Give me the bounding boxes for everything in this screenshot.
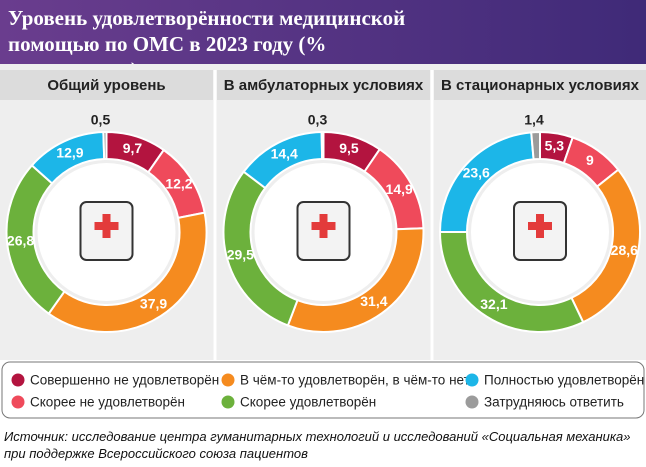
value-label: 9,7 xyxy=(123,140,143,156)
legend-label: Скорее не удовлетворён xyxy=(30,395,185,410)
panel-title: В амбулаторных условиях xyxy=(224,77,424,94)
legend-swatch xyxy=(11,373,25,387)
legend-box xyxy=(1,361,645,419)
value-label: 29,5 xyxy=(227,247,254,263)
value-label: 31,4 xyxy=(360,293,387,309)
value-label: 37,9 xyxy=(140,295,167,311)
legend-label: Затрудняюсь ответить xyxy=(484,395,624,410)
legend-swatch xyxy=(221,373,235,387)
charts: Общий уровень 9,7 12,2 37,9 26,8 12,9 0,5 В амб… xyxy=(0,64,646,419)
panel-header xyxy=(434,70,646,100)
value-label: 12,9 xyxy=(56,144,83,160)
legend-swatch xyxy=(465,395,479,409)
icon-cross xyxy=(311,222,336,230)
value-label: 12,2 xyxy=(165,175,192,191)
legend-swatch xyxy=(11,395,25,409)
value-label: 23,6 xyxy=(463,164,490,180)
value-label: 26,8 xyxy=(7,232,34,248)
panel-title: В стационарных условиях xyxy=(441,77,640,94)
title-band: Уровень удовлетворённости медицинской по… xyxy=(0,0,646,82)
legend-label: В чём-то удовлетворён, в чём-то нет xyxy=(240,373,470,388)
chart-title: Уровень удовлетворённости медицинской по… xyxy=(8,6,406,82)
panel-title: Общий уровень xyxy=(47,77,165,94)
value-label: 32,1 xyxy=(480,296,507,312)
value-label: 0,5 xyxy=(91,112,111,128)
value-label: 0,3 xyxy=(308,112,328,128)
donut-segment xyxy=(102,130,108,161)
icon-cross xyxy=(94,222,119,230)
value-label: 14,9 xyxy=(386,181,413,197)
panel-header xyxy=(0,70,213,100)
legend-label: Полностью удовлетворён xyxy=(484,373,644,388)
legend-label: Скорее удовлетворён xyxy=(240,395,376,410)
donut-segment xyxy=(320,130,325,161)
value-label: 9 xyxy=(586,152,594,168)
icon-cross xyxy=(528,222,552,230)
legend-label: Совершенно не удовлетворён xyxy=(30,373,219,388)
donut-segment xyxy=(530,130,541,161)
value-label: 5,3 xyxy=(545,137,565,153)
panel-header xyxy=(217,70,430,100)
value-label: 14,4 xyxy=(271,146,298,162)
value-label: 9,5 xyxy=(339,140,359,156)
legend-swatch xyxy=(465,373,479,387)
value-label: 1,4 xyxy=(524,112,544,128)
value-label: 28,6 xyxy=(611,242,638,258)
source-note: Источник: исследование центра гуманитарн… xyxy=(4,429,631,461)
legend-swatch xyxy=(221,395,235,409)
